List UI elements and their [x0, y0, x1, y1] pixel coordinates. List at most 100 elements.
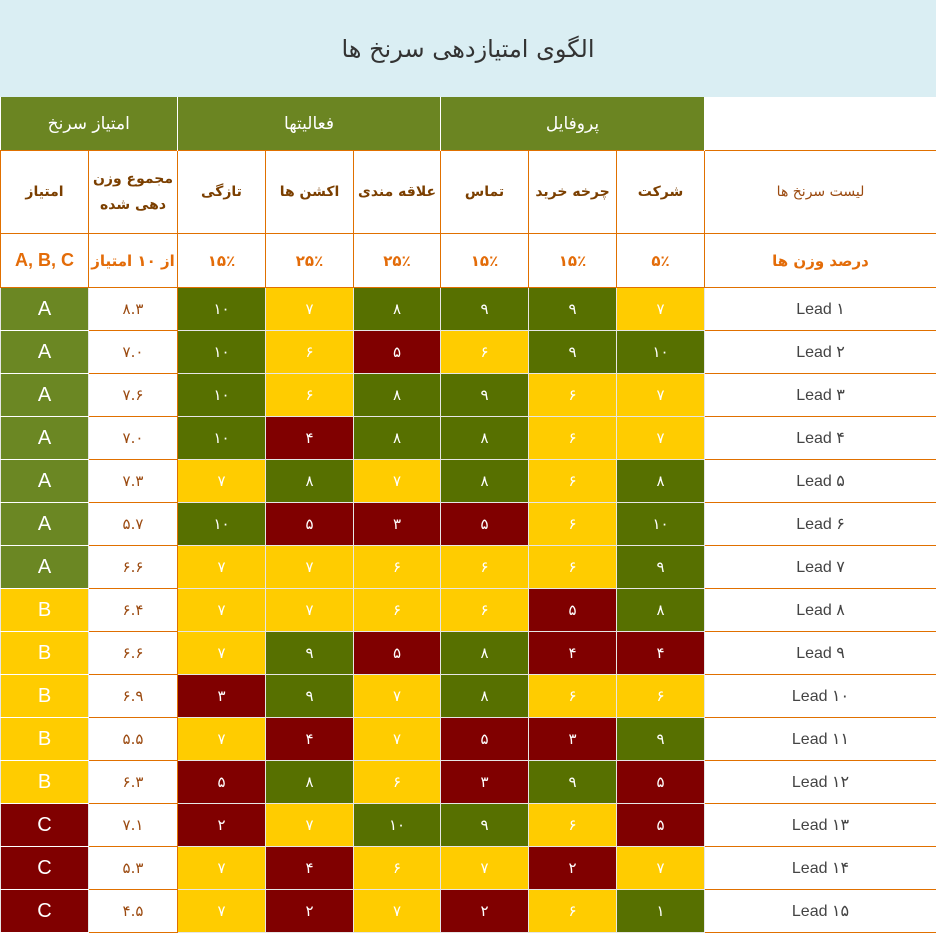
score-cell-actions[interactable]: ۹ — [266, 675, 354, 718]
score-cell-cycle[interactable]: ۶ — [529, 503, 617, 546]
total-cell[interactable]: ۷.۶ — [89, 374, 178, 417]
grade-cell[interactable]: C — [1, 847, 89, 890]
lead-name-cell[interactable]: Lead ۱ — [705, 288, 936, 331]
score-cell-contact[interactable]: ۸ — [441, 632, 529, 675]
score-cell-recency[interactable]: ۳ — [178, 675, 266, 718]
lead-name-cell[interactable]: Lead ۱۵ — [705, 890, 936, 933]
score-cell-actions[interactable]: ۴ — [266, 718, 354, 761]
score-cell-company[interactable]: ۱۰ — [617, 503, 705, 546]
score-cell-cycle[interactable]: ۶ — [529, 460, 617, 503]
grade-cell[interactable]: B — [1, 589, 89, 632]
total-cell[interactable]: ۸.۳ — [89, 288, 178, 331]
score-cell-company[interactable]: ۷ — [617, 288, 705, 331]
total-cell[interactable]: ۷.۰ — [89, 331, 178, 374]
total-cell[interactable]: ۷.۱ — [89, 804, 178, 847]
score-cell-company[interactable]: ۷ — [617, 417, 705, 460]
score-cell-actions[interactable]: ۷ — [266, 589, 354, 632]
lead-name-cell[interactable]: Lead ۹ — [705, 632, 936, 675]
lead-name-cell[interactable]: Lead ۵ — [705, 460, 936, 503]
score-cell-contact[interactable]: ۹ — [441, 288, 529, 331]
score-cell-contact[interactable]: ۹ — [441, 374, 529, 417]
score-cell-interest[interactable]: ۸ — [354, 288, 441, 331]
score-cell-recency[interactable]: ۲ — [178, 804, 266, 847]
score-cell-contact[interactable]: ۶ — [441, 589, 529, 632]
score-cell-actions[interactable]: ۹ — [266, 632, 354, 675]
score-cell-cycle[interactable]: ۶ — [529, 546, 617, 589]
grade-cell[interactable]: B — [1, 761, 89, 804]
total-cell[interactable]: ۶.۴ — [89, 589, 178, 632]
lead-name-cell[interactable]: Lead ۱۰ — [705, 675, 936, 718]
score-cell-cycle[interactable]: ۶ — [529, 675, 617, 718]
score-cell-cycle[interactable]: ۶ — [529, 374, 617, 417]
score-cell-contact[interactable]: ۸ — [441, 460, 529, 503]
score-cell-contact[interactable]: ۷ — [441, 847, 529, 890]
score-cell-cycle[interactable]: ۲ — [529, 847, 617, 890]
grade-cell[interactable]: A — [1, 331, 89, 374]
score-cell-actions[interactable]: ۴ — [266, 417, 354, 460]
score-cell-company[interactable]: ۵ — [617, 761, 705, 804]
score-cell-actions[interactable]: ۸ — [266, 761, 354, 804]
score-cell-interest[interactable]: ۸ — [354, 417, 441, 460]
total-cell[interactable]: ۶.۶ — [89, 632, 178, 675]
score-cell-actions[interactable]: ۴ — [266, 847, 354, 890]
score-cell-interest[interactable]: ۶ — [354, 546, 441, 589]
score-cell-interest[interactable]: ۸ — [354, 374, 441, 417]
total-cell[interactable]: ۶.۳ — [89, 761, 178, 804]
lead-name-cell[interactable]: Lead ۸ — [705, 589, 936, 632]
score-cell-interest[interactable]: ۷ — [354, 460, 441, 503]
score-cell-actions[interactable]: ۶ — [266, 374, 354, 417]
grade-cell[interactable]: C — [1, 890, 89, 933]
score-cell-contact[interactable]: ۹ — [441, 804, 529, 847]
grade-cell[interactable]: A — [1, 374, 89, 417]
score-cell-actions[interactable]: ۷ — [266, 546, 354, 589]
score-cell-cycle[interactable]: ۹ — [529, 761, 617, 804]
grade-cell[interactable]: A — [1, 546, 89, 589]
score-cell-cycle[interactable]: ۶ — [529, 804, 617, 847]
score-cell-contact[interactable]: ۵ — [441, 718, 529, 761]
grade-cell[interactable]: A — [1, 503, 89, 546]
score-cell-interest[interactable]: ۶ — [354, 589, 441, 632]
total-cell[interactable]: ۵.۳ — [89, 847, 178, 890]
score-cell-company[interactable]: ۸ — [617, 589, 705, 632]
score-cell-company[interactable]: ۷ — [617, 374, 705, 417]
lead-name-cell[interactable]: Lead ۷ — [705, 546, 936, 589]
grade-cell[interactable]: A — [1, 288, 89, 331]
score-cell-recency[interactable]: ۱۰ — [178, 331, 266, 374]
total-cell[interactable]: ۵.۵ — [89, 718, 178, 761]
score-cell-interest[interactable]: ۷ — [354, 675, 441, 718]
score-cell-recency[interactable]: ۷ — [178, 890, 266, 933]
score-cell-contact[interactable]: ۶ — [441, 546, 529, 589]
score-cell-recency[interactable]: ۷ — [178, 460, 266, 503]
score-cell-recency[interactable]: ۷ — [178, 589, 266, 632]
score-cell-cycle[interactable]: ۴ — [529, 632, 617, 675]
lead-name-cell[interactable]: Lead ۶ — [705, 503, 936, 546]
score-cell-recency[interactable]: ۱۰ — [178, 374, 266, 417]
score-cell-actions[interactable]: ۶ — [266, 331, 354, 374]
score-cell-cycle[interactable]: ۵ — [529, 589, 617, 632]
score-cell-contact[interactable]: ۶ — [441, 331, 529, 374]
score-cell-interest[interactable]: ۶ — [354, 847, 441, 890]
grade-cell[interactable]: B — [1, 675, 89, 718]
score-cell-recency[interactable]: ۱۰ — [178, 417, 266, 460]
score-cell-company[interactable]: ۴ — [617, 632, 705, 675]
lead-name-cell[interactable]: Lead ۱۱ — [705, 718, 936, 761]
score-cell-cycle[interactable]: ۶ — [529, 417, 617, 460]
grade-cell[interactable]: B — [1, 718, 89, 761]
grade-cell[interactable]: B — [1, 632, 89, 675]
score-cell-interest[interactable]: ۵ — [354, 632, 441, 675]
lead-name-cell[interactable]: Lead ۳ — [705, 374, 936, 417]
score-cell-interest[interactable]: ۷ — [354, 890, 441, 933]
score-cell-interest[interactable]: ۷ — [354, 718, 441, 761]
score-cell-cycle[interactable]: ۹ — [529, 288, 617, 331]
score-cell-recency[interactable]: ۵ — [178, 761, 266, 804]
score-cell-actions[interactable]: ۲ — [266, 890, 354, 933]
score-cell-cycle[interactable]: ۹ — [529, 331, 617, 374]
score-cell-contact[interactable]: ۸ — [441, 417, 529, 460]
total-cell[interactable]: ۴.۵ — [89, 890, 178, 933]
score-cell-cycle[interactable]: ۳ — [529, 718, 617, 761]
score-cell-recency[interactable]: ۷ — [178, 847, 266, 890]
score-cell-recency[interactable]: ۱۰ — [178, 288, 266, 331]
lead-name-cell[interactable]: Lead ۱۲ — [705, 761, 936, 804]
lead-name-cell[interactable]: Lead ۴ — [705, 417, 936, 460]
grade-cell[interactable]: A — [1, 460, 89, 503]
